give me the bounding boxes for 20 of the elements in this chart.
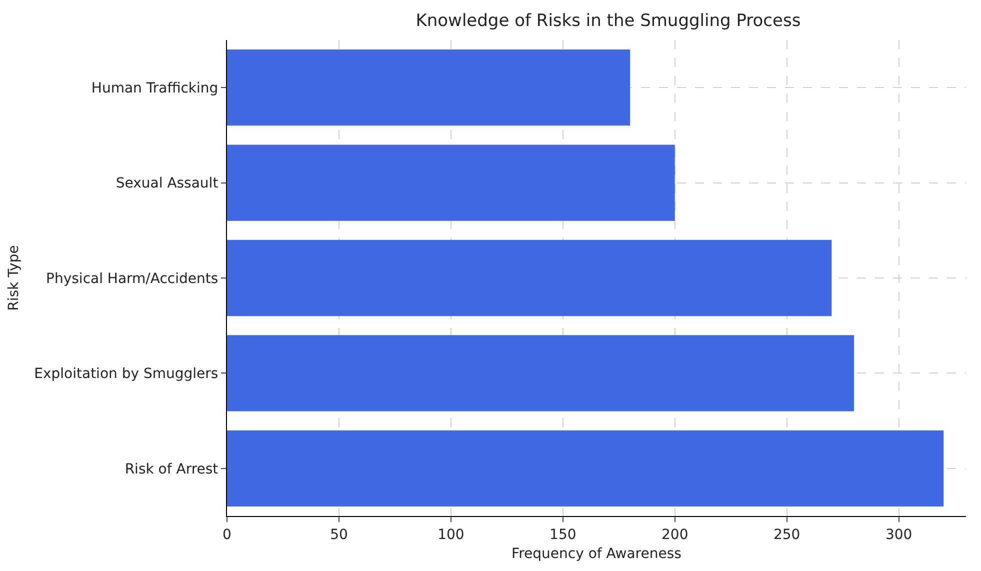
y-tick-label: Physical Harm/Accidents — [46, 270, 218, 287]
y-tick-label: Human Trafficking — [91, 80, 218, 96]
bar — [227, 430, 944, 506]
y-axis-title: Risk Type — [6, 245, 22, 311]
x-tick-label: 250 — [773, 526, 800, 543]
y-tick-label: Risk of Arrest — [124, 461, 219, 478]
x-tick-label: 50 — [330, 526, 348, 543]
bar — [227, 144, 675, 221]
bar — [227, 240, 832, 316]
x-tick-label: 0 — [222, 526, 232, 543]
y-tick-label: Exploitation by Smugglers — [34, 366, 218, 382]
x-tick-label: 100 — [438, 526, 464, 543]
chart-title: Knowledge of Risks in the Smuggling Process — [416, 11, 801, 32]
x-tick-label: 150 — [550, 526, 576, 543]
x-axis-title: Frequency of Awareness — [512, 546, 682, 562]
x-tick-label: 200 — [662, 526, 688, 543]
y-tick-label: Sexual Assault — [116, 176, 219, 192]
x-tick-label: 300 — [885, 526, 912, 543]
bar — [227, 50, 630, 126]
bar — [227, 335, 854, 412]
